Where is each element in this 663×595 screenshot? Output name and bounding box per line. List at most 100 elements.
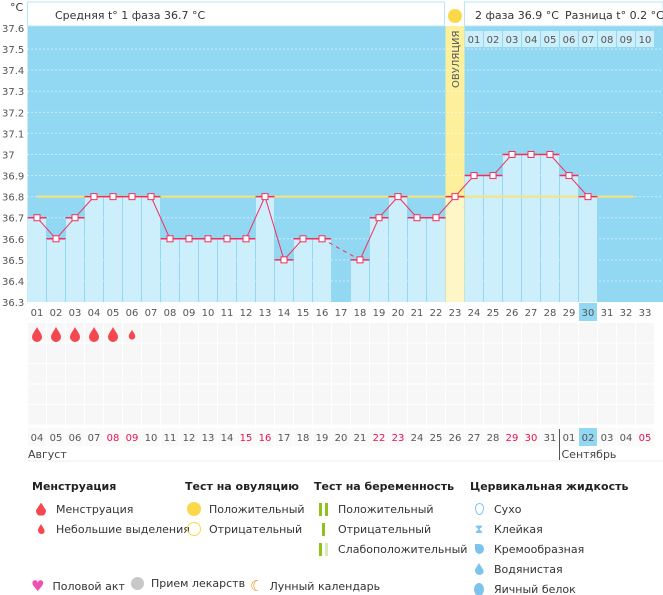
symptom-cell <box>598 405 616 425</box>
symptom-cell <box>142 405 160 425</box>
symptom-cell <box>522 343 540 363</box>
symptom-cell <box>275 364 293 384</box>
legend-cervical-fluid: Цервикальная жидкость Сухо ⧗ Клейкая Крем… <box>470 480 628 595</box>
symptom-cell <box>85 364 103 384</box>
one-line-icon <box>314 522 332 536</box>
cycle-day-label: 13 <box>259 308 272 319</box>
symptom-cell <box>598 343 616 363</box>
symptom-cell <box>636 323 654 343</box>
symptom-cell <box>313 364 331 384</box>
phase2-day-label: 07 <box>582 35 595 46</box>
y-tick-label: 36.5 <box>2 256 24 267</box>
temperature-bar <box>142 196 160 302</box>
symptom-cell <box>28 343 46 363</box>
symptom-cell <box>560 364 578 384</box>
temperature-point <box>204 235 212 243</box>
symptom-cell <box>351 364 369 384</box>
date-label: 14 <box>221 433 234 444</box>
temperature-bar <box>446 196 464 302</box>
legend-label: Отрицательный <box>338 522 432 536</box>
symptom-cell <box>66 343 84 363</box>
month-label: Август <box>28 448 67 461</box>
legend-title: Тест на беременность <box>314 480 455 493</box>
cycle-day-label: 30 <box>582 308 595 319</box>
phase2-day-cell <box>560 31 578 47</box>
temperature-line-segment <box>549 154 570 176</box>
date-label: 19 <box>316 433 329 444</box>
date-cell <box>275 428 293 446</box>
temperature-bar <box>237 238 255 302</box>
cycle-day-label: 01 <box>31 308 44 319</box>
date-cell <box>351 428 369 446</box>
symptom-cell <box>522 384 540 404</box>
watery-icon <box>470 563 488 575</box>
legend-label: Сухо <box>494 502 522 516</box>
symptom-cell <box>47 364 65 384</box>
phase2-day-label: 04 <box>525 35 538 46</box>
cycle-day-label: 28 <box>544 308 557 319</box>
symptom-cell <box>142 343 160 363</box>
date-cell <box>541 428 559 446</box>
symptom-cell <box>598 323 616 343</box>
symptom-cell <box>446 364 464 384</box>
date-label: 22 <box>373 433 386 444</box>
symptom-cell <box>218 405 236 425</box>
date-cell <box>389 428 407 446</box>
phase2-day-label: 02 <box>487 35 500 46</box>
symptom-cell <box>465 405 483 425</box>
phase2-day-cell <box>598 31 616 47</box>
phase2-day-label: 06 <box>563 35 576 46</box>
ovulation-label: ОВУЛЯЦИЯ <box>451 31 462 89</box>
cycle-day-label: 23 <box>449 308 462 319</box>
symptom-cell <box>427 384 445 404</box>
pill-icon <box>131 577 144 590</box>
temperature-point <box>546 150 554 158</box>
symptom-cell <box>579 364 597 384</box>
temperature-line-segment <box>36 217 57 240</box>
phase2-day-cell <box>503 31 521 47</box>
symptom-cell <box>47 405 65 425</box>
symptom-cell <box>598 364 616 384</box>
symptom-cell <box>332 405 350 425</box>
symptom-cell <box>123 384 141 404</box>
symptom-cell <box>617 343 635 363</box>
date-label: 31 <box>544 433 557 444</box>
y-tick-label: 36.4 <box>2 277 24 288</box>
date-cell <box>199 428 217 446</box>
temperature-bar <box>370 217 388 302</box>
date-label: 07 <box>88 433 101 444</box>
date-label: 26 <box>449 433 462 444</box>
symptom-cell <box>389 343 407 363</box>
menstruation-drop-icon <box>108 327 118 342</box>
symptom-cell <box>28 384 46 404</box>
symptom-cell <box>636 343 654 363</box>
temperature-bar <box>294 238 312 302</box>
phase2-average: 2 фаза 36.9 °C <box>475 9 559 22</box>
symptom-cell <box>389 405 407 425</box>
temperature-line-segment <box>150 196 171 240</box>
symptom-cell <box>370 323 388 343</box>
phase2-day-cell <box>522 31 540 47</box>
temperature-point <box>565 172 573 180</box>
symptom-cell <box>218 323 236 343</box>
creamy-icon <box>470 544 488 554</box>
phase2-day-label: 01 <box>468 35 481 46</box>
symptom-cell <box>256 384 274 404</box>
temperature-point <box>147 193 155 201</box>
legend-label: Небольшие выделения <box>56 522 190 536</box>
symptom-cell <box>484 323 502 343</box>
temperature-point <box>242 235 250 243</box>
temperature-point <box>166 235 174 243</box>
legend-label: Половой акт <box>52 579 125 593</box>
symptom-cell <box>427 364 445 384</box>
cycle-day-label: 05 <box>107 308 120 319</box>
symptom-cell <box>294 364 312 384</box>
symptom-cell <box>199 405 217 425</box>
symptom-cell <box>503 405 521 425</box>
symptom-cell <box>560 323 578 343</box>
symptom-cell <box>617 405 635 425</box>
drop-icon <box>32 502 50 516</box>
symptom-cell <box>389 323 407 343</box>
temperature-bar <box>180 238 198 302</box>
symptom-cell <box>541 343 559 363</box>
